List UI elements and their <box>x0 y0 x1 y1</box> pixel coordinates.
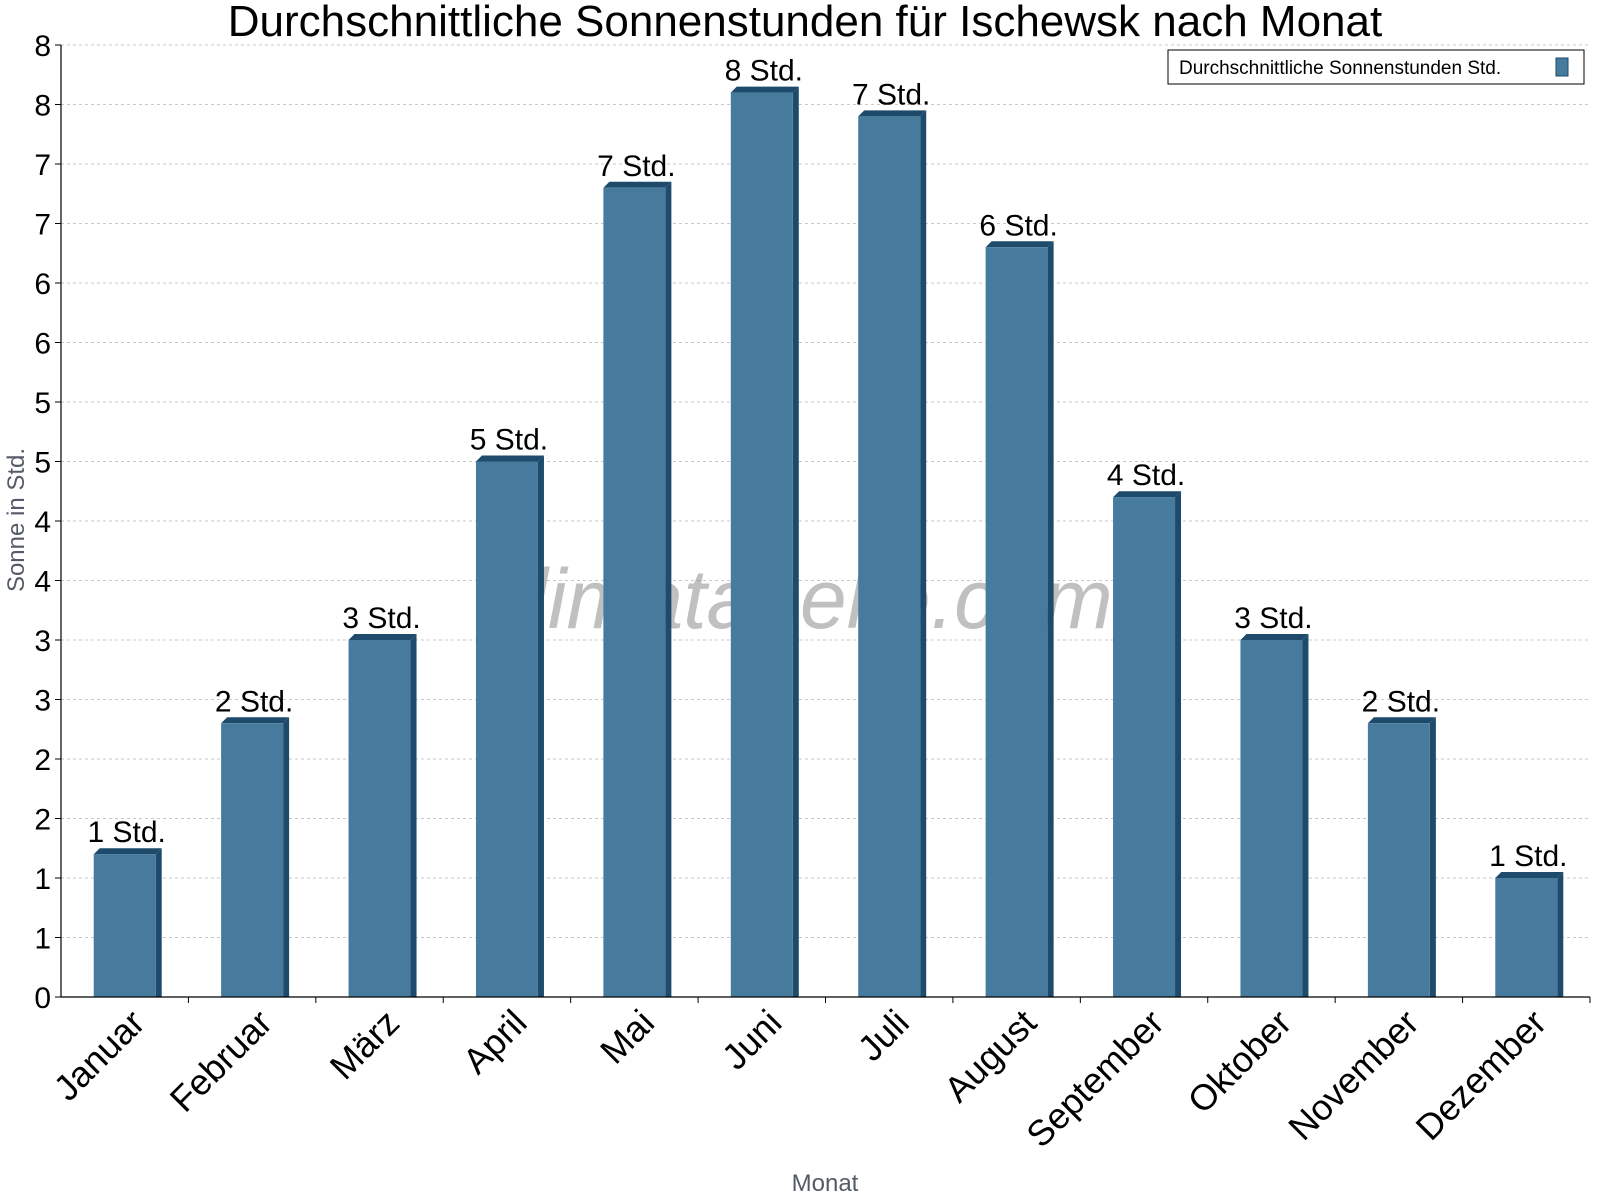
x-tick-label: März <box>322 1002 408 1088</box>
bar-top <box>475 455 544 462</box>
y-tick-label: 4 <box>34 506 51 539</box>
bar-top <box>348 634 417 640</box>
legend-swatch <box>1555 57 1569 77</box>
bar-side <box>155 848 162 997</box>
bar-top <box>1495 872 1564 878</box>
y-tick-label: 5 <box>34 447 51 480</box>
bar-side <box>1175 491 1182 997</box>
data-label: 3 Std. <box>1234 602 1312 635</box>
x-tick-label: Mai <box>592 1002 662 1072</box>
y-tick-label: 1 <box>34 863 51 896</box>
y-tick-label: 1 <box>34 923 51 956</box>
x-tick-label: November <box>1280 1002 1426 1148</box>
bar <box>1367 723 1430 997</box>
bar <box>475 461 538 997</box>
data-label: 5 Std. <box>470 424 548 457</box>
bar <box>1240 640 1303 997</box>
x-tick-labels: Januar Februar März April Mai Juni Juli AugustS… <box>46 997 1591 1156</box>
bar-side <box>920 110 927 997</box>
bar-top <box>985 241 1054 248</box>
bar-top <box>603 181 672 188</box>
y-tick-label: 0 <box>34 982 51 1015</box>
bar-side <box>410 634 417 997</box>
x-axis-label: Monat <box>792 1170 859 1197</box>
data-label: 4 Std. <box>1107 459 1185 492</box>
y-tick-label: 3 <box>34 685 51 718</box>
x-tick-label: September <box>1018 1002 1172 1156</box>
data-label: 8 Std. <box>725 55 803 88</box>
data-label: 1 Std. <box>1489 840 1567 873</box>
bar <box>858 116 921 997</box>
x-tick-label: Juni <box>714 1002 790 1078</box>
bar <box>93 854 156 997</box>
bar-side <box>1047 241 1054 998</box>
data-label: 1 Std. <box>88 816 166 849</box>
y-tick-label: 6 <box>34 328 51 361</box>
bar <box>603 187 666 998</box>
y-tick-labels: 0 1 1 2 2 3 3 4 4 5 5 6 6 7 7 8 8 <box>34 30 61 1015</box>
bar <box>1495 878 1558 997</box>
legend: Durchschnittliche Sonnenstunden Std. <box>1167 49 1585 85</box>
bar-top <box>1113 491 1182 498</box>
data-label: 2 Std. <box>215 685 293 718</box>
y-tick-label: 8 <box>34 90 51 123</box>
x-tick-label: Juli <box>850 1002 917 1069</box>
y-tick-label: 7 <box>34 149 51 182</box>
bar-top <box>1240 634 1309 640</box>
data-label: 2 Std. <box>1362 685 1440 718</box>
bar-top <box>93 848 162 855</box>
y-tick-label: 4 <box>34 566 51 599</box>
x-tick-label: Februar <box>162 1002 280 1120</box>
bar-side <box>665 181 672 998</box>
bar-side <box>1429 717 1436 997</box>
bar <box>985 247 1048 998</box>
bar-side <box>537 455 544 997</box>
bar-side <box>1302 634 1309 997</box>
bar <box>730 92 793 998</box>
y-tick-label: 6 <box>34 268 51 301</box>
chart-title: Durchschnittliche Sonnenstunden für Isch… <box>228 0 1382 46</box>
bar <box>1113 497 1176 997</box>
x-tick-label: April <box>455 1002 535 1082</box>
x-tick-label: August <box>936 1002 1044 1110</box>
bar <box>348 640 411 997</box>
grid-lines <box>61 44 1590 938</box>
data-label: 6 Std. <box>979 209 1057 242</box>
y-axis-label: Sonne in Std. <box>3 448 30 592</box>
bar-side <box>283 717 290 997</box>
x-tick-label: Dezember <box>1408 1002 1554 1148</box>
legend-box <box>1167 49 1585 85</box>
y-tick-label: 8 <box>34 30 51 63</box>
bar-side <box>1557 872 1564 997</box>
bar-top <box>1367 717 1436 724</box>
y-tick-label: 2 <box>34 744 51 777</box>
y-tick-label: 2 <box>34 804 51 837</box>
data-label: 7 Std. <box>597 150 675 183</box>
bar-top <box>730 86 799 93</box>
bars-group: 1 Std. 2 Std. 3 Std. 5 Std. 7 Std. 8 Std. 7 St… <box>88 55 1567 998</box>
legend-label: Durchschnittliche Sonnenstunden Std. <box>1179 58 1501 79</box>
y-tick-label: 7 <box>34 209 51 242</box>
x-tick-label: Oktober <box>1180 1002 1300 1122</box>
data-label: 3 Std. <box>342 602 420 635</box>
y-tick-label: 5 <box>34 387 51 420</box>
bar-side <box>792 86 799 998</box>
bar <box>221 723 284 997</box>
data-label: 7 Std. <box>852 78 930 111</box>
bar-top <box>858 110 927 117</box>
y-tick-label: 3 <box>34 625 51 658</box>
x-tick-label: Januar <box>46 1002 153 1109</box>
bar-top <box>221 717 290 724</box>
